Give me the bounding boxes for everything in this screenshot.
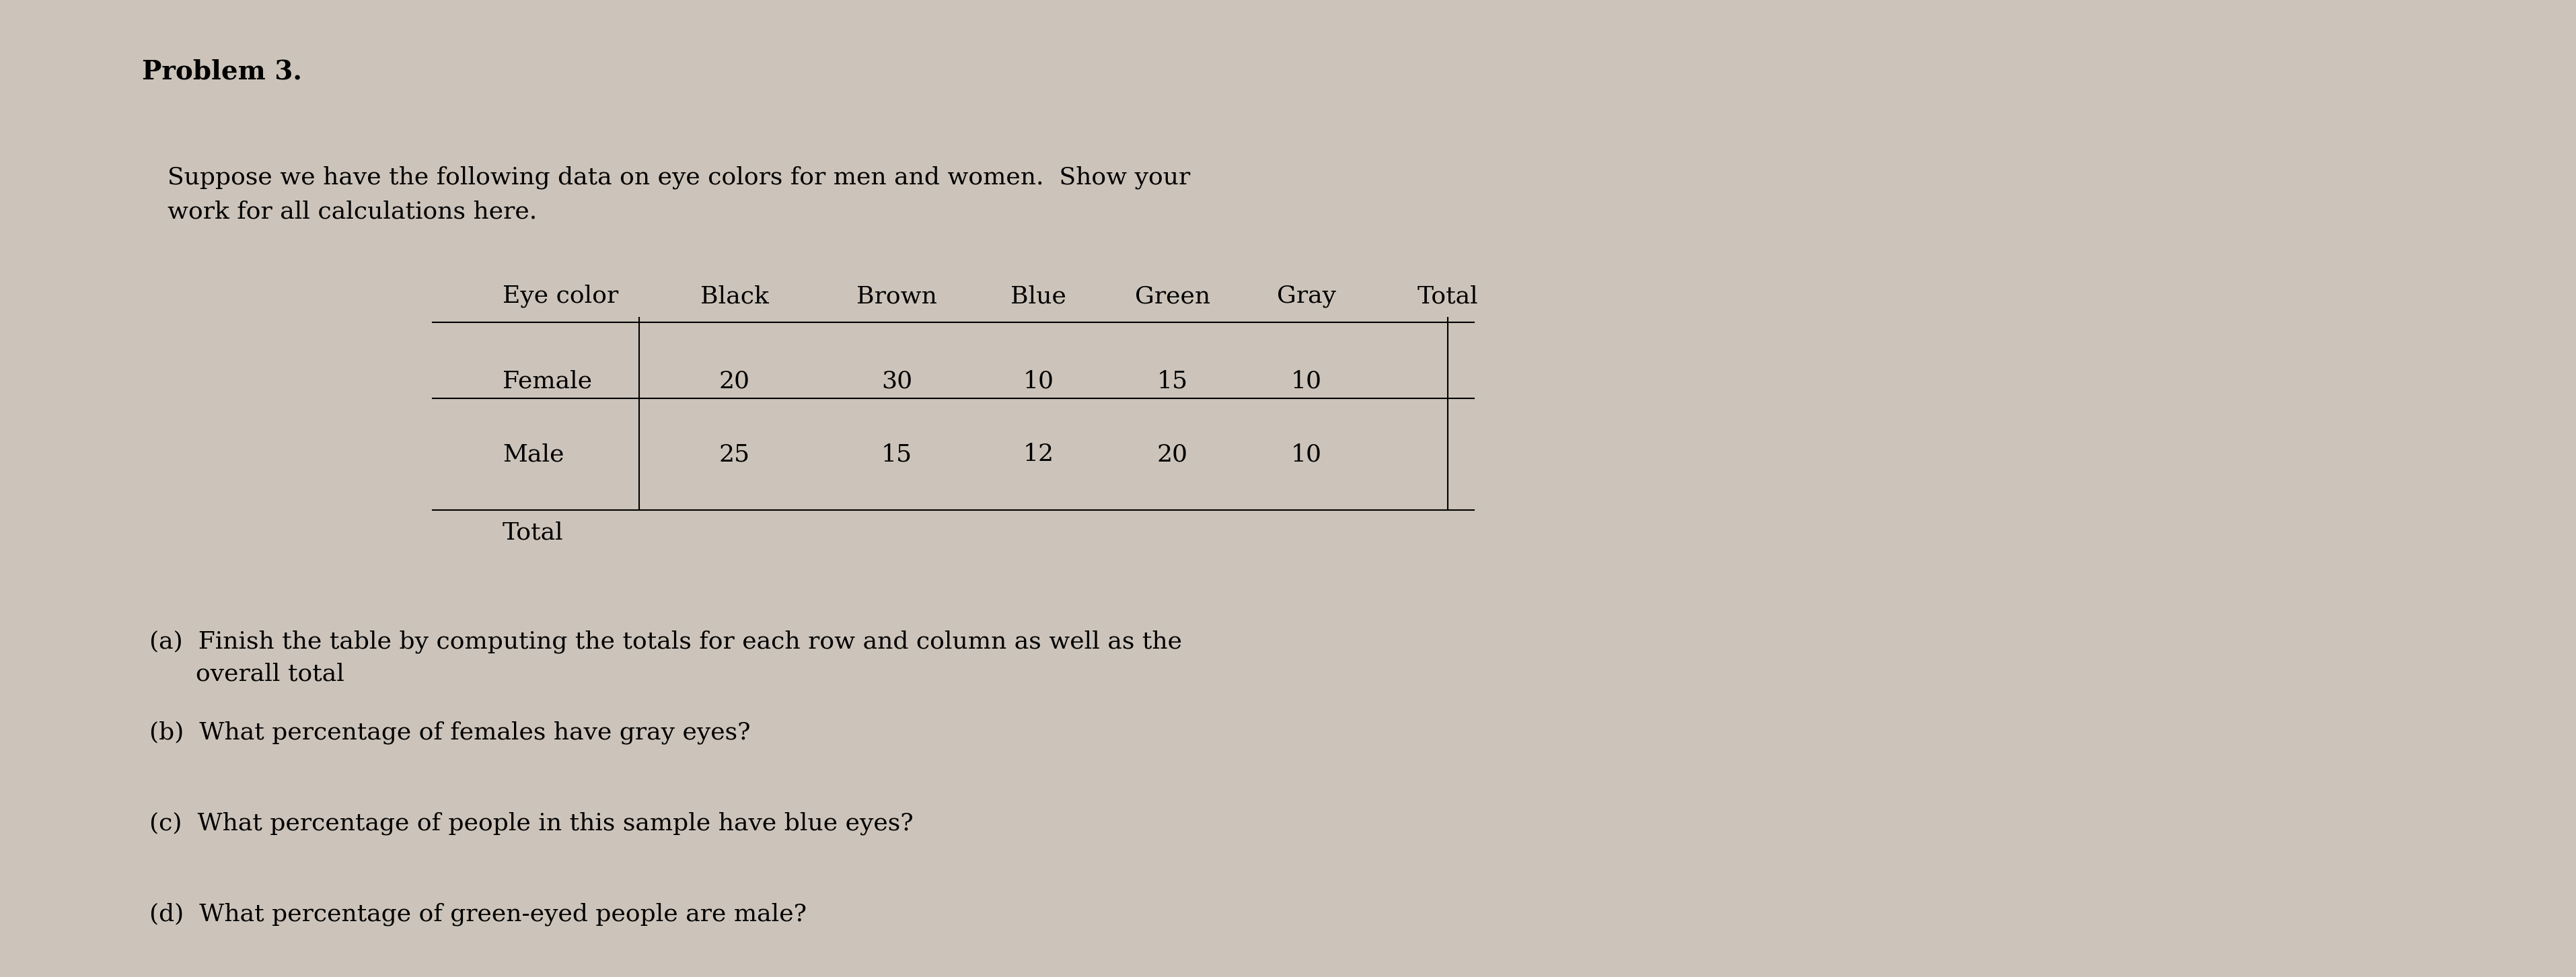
- Text: Eye color: Eye color: [502, 284, 618, 308]
- Text: 10: 10: [1023, 369, 1054, 393]
- Text: Male: Male: [502, 443, 564, 466]
- Text: (d)  What percentage of green-eyed people are male?: (d) What percentage of green-eyed people…: [149, 903, 806, 926]
- Text: Black: Black: [701, 285, 768, 308]
- Text: 20: 20: [1157, 443, 1188, 466]
- Text: 15: 15: [1157, 369, 1188, 393]
- Text: 25: 25: [719, 443, 750, 466]
- Text: Brown: Brown: [855, 285, 938, 308]
- Text: Total: Total: [502, 521, 564, 544]
- Text: 10: 10: [1291, 443, 1321, 466]
- Text: 30: 30: [881, 369, 912, 393]
- Text: (a)  Finish the table by computing the totals for each row and column as well as: (a) Finish the table by computing the to…: [149, 630, 1182, 686]
- Text: Suppose we have the following data on eye colors for men and women.  Show your
w: Suppose we have the following data on ey…: [167, 166, 1190, 223]
- Text: Gray: Gray: [1278, 285, 1334, 308]
- Text: (c)  What percentage of people in this sample have blue eyes?: (c) What percentage of people in this sa…: [149, 812, 914, 835]
- Text: Problem 3.: Problem 3.: [142, 59, 301, 84]
- Text: (b)  What percentage of females have gray eyes?: (b) What percentage of females have gray…: [149, 721, 750, 744]
- Text: 20: 20: [719, 369, 750, 393]
- Text: Total: Total: [1417, 285, 1479, 308]
- Text: Green: Green: [1133, 285, 1211, 308]
- Text: 10: 10: [1291, 369, 1321, 393]
- Text: 12: 12: [1023, 443, 1054, 466]
- Text: Blue: Blue: [1010, 285, 1066, 308]
- Text: 15: 15: [881, 443, 912, 466]
- Text: Female: Female: [502, 369, 592, 393]
